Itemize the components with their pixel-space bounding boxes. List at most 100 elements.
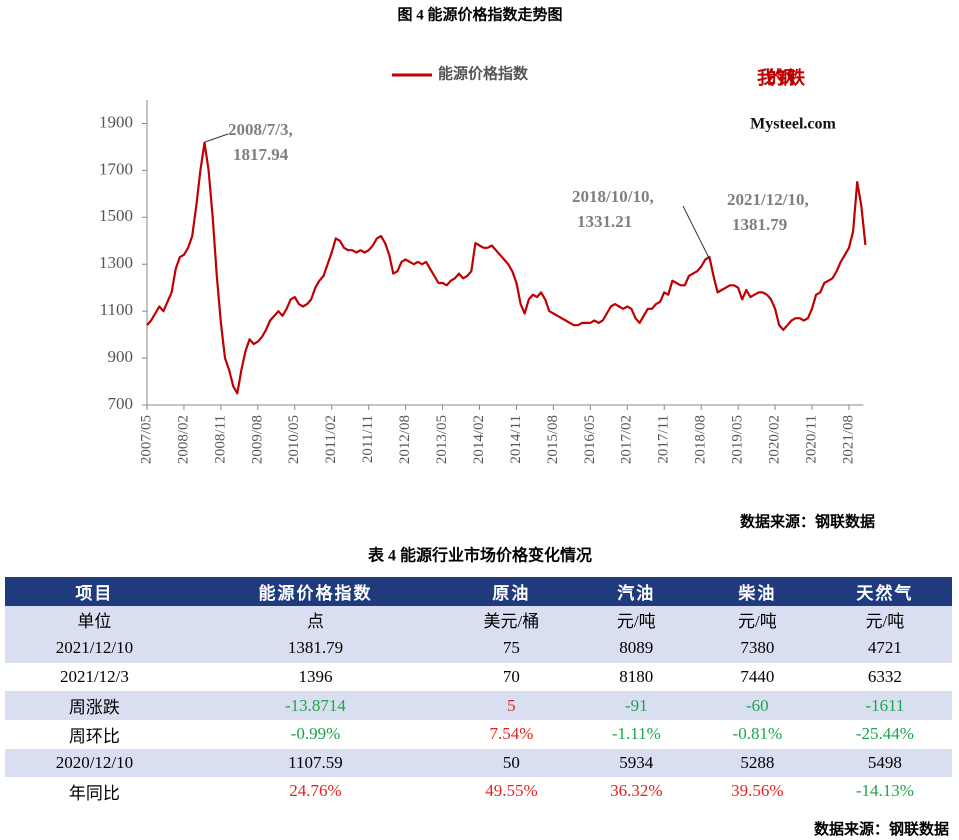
y-tick-label: 1500 [99,206,133,225]
table-cell: 年同比 [68,783,120,803]
annotation: 2018/10/10, [572,187,654,206]
header-cell: 能源价格指数 [183,577,448,606]
logo-cn: 我的钢铁 [757,67,805,88]
header-row: 项目 能源价格指数 原油 汽油 柴油 天然气 [5,577,952,606]
table-cell: 4721 [817,634,952,663]
table-cell: 5498 [817,748,952,778]
table-cell: 7440 [740,667,775,687]
annotation: 1817.94 [233,145,289,164]
y-tick-label: 1700 [99,159,133,178]
x-tick-label: 2015/08 [545,415,561,464]
table-row: 2021/12/3 1396 70 8180 7440 6332 [5,663,952,692]
table-cell: -25.44% [855,724,914,744]
x-tick-label: 2008/11 [212,415,228,464]
table-cell: 24.76% [289,781,342,801]
table-cell: 美元/桶 [447,605,576,635]
x-tick-label: 2014/02 [471,415,487,464]
table-cell: -91 [575,691,697,720]
header-cell: 柴油 [696,577,818,606]
table-cell: 8180 [619,667,654,687]
table-cell: 1107.59 [183,748,448,778]
table-cell: 1396 [298,667,333,687]
table-row: 周涨跌 -13.8714 5 -91 -60 -1611 [5,691,952,720]
annotation-leader [204,133,229,143]
table-cell: 75 [447,634,576,663]
table-cell: -0.99% [290,724,341,744]
table-title: 表 4 能源行业市场价格变化情况 [367,546,592,565]
table: 项目 能源价格指数 原油 汽油 柴油 天然气 单位点美元/桶 元/吨 元/吨 元/吨 2021/12… [5,577,952,806]
table-cell: 39.56% [731,781,784,801]
x-tick-label: 2018/08 [693,415,709,464]
y-tick-label: 1100 [100,300,133,319]
x-tick-label: 2013/05 [434,415,450,464]
table-cell: 49.55% [485,781,538,801]
table-cell: 50 [447,748,576,778]
table-cell: 6332 [867,667,902,687]
x-tick-label: 2020/02 [767,415,783,464]
legend-label: 能源价格指数 [438,64,529,82]
table-cell: 5934 [575,748,697,778]
y-tick-label: 1900 [99,112,133,131]
table-cell: -1611 [817,691,952,720]
table-cell: -13.8714 [183,691,448,720]
annotation: 1331.21 [577,212,632,231]
table-cell: 周涨跌 [5,691,184,720]
x-tick-label: 2020/11 [803,415,819,464]
table-row: 单位点美元/桶 元/吨 元/吨 元/吨 [5,605,952,635]
y-tick-label: 900 [108,347,134,366]
table-row: 2020/12/10 1107.59 50 5934 5288 5498 [5,748,952,778]
table-cell: -60 [696,691,818,720]
x-tick-label: 2007/05 [138,415,154,464]
table-cell: 36.32% [610,781,663,801]
x-tick-label: 2014/11 [508,415,524,464]
y-tick-label: 700 [108,394,134,413]
logo-en: Mysteel.com [750,116,836,133]
table-row: 年同比 24.76% 49.55% 36.32% 39.56% -14.13% [5,777,952,806]
x-tick-label: 2009/08 [249,415,265,464]
header-cell: 天然气 [817,577,952,606]
x-tick-label: 2016/05 [582,415,598,464]
table-cell: -1.11% [611,724,661,744]
table-cell: 元/吨 [817,605,952,635]
x-tick-label: 2012/08 [397,415,413,464]
annotation: 1381.79 [732,215,787,234]
x-tick-label: 2011/02 [323,415,339,464]
x-tick-label: 2019/05 [730,415,746,464]
table-cell: 2021/12/3 [59,667,129,687]
table-cell: 2020/12/10 [5,748,184,778]
x-tick-label: 2010/05 [286,415,302,464]
x-tick-label: 2021/08 [840,415,856,464]
table-cell: 7.54% [489,724,534,744]
y-tick-label: 1300 [99,253,133,272]
x-tick-label: 2017/11 [656,415,672,464]
figure-title: 图 4 能源价格指数走势图 [397,5,562,23]
x-tick-label: 2017/02 [619,415,635,464]
table-cell: 8089 [575,634,697,663]
chart-source: 数据来源：钢联数据 [740,512,875,530]
table-cell: 7380 [696,634,818,663]
table-cell: 周环比 [68,726,120,746]
annotation-leader [682,205,711,261]
table-cell: 单位 [5,605,184,635]
table-cell: 1381.79 [183,634,448,663]
annotation: 2021/12/10, [727,190,809,209]
line-series [146,141,867,395]
table-cell: 5 [447,691,576,720]
table-cell: 5288 [696,748,818,778]
header-cell: 原油 [447,577,576,606]
annotation: 2008/7/3, [228,120,293,139]
chart: 图 4 能源价格指数走势图 我的钢铁 Mysteel.com 数据来源：钢联数据… [99,5,875,565]
table-source: 数据来源：钢联数据 [813,822,949,838]
table-cell: 元/吨 [575,605,697,635]
table-row: 周环比 -0.99% 7.54% -1.11% -0.81% -25.44% [5,720,952,749]
table-cell: 元/吨 [696,605,818,635]
table-row: 2021/12/10 1381.79 75 8089 7380 4721 [5,634,952,663]
table-cell: 点 [183,605,448,635]
table-cell: 70 [502,667,520,687]
x-tick-label: 2008/02 [175,415,191,464]
x-tick-label: 2011/11 [360,415,376,463]
header-cell: 项目 [5,577,184,606]
header-cell: 汽油 [575,577,697,606]
table-cell: -14.13% [855,781,914,801]
